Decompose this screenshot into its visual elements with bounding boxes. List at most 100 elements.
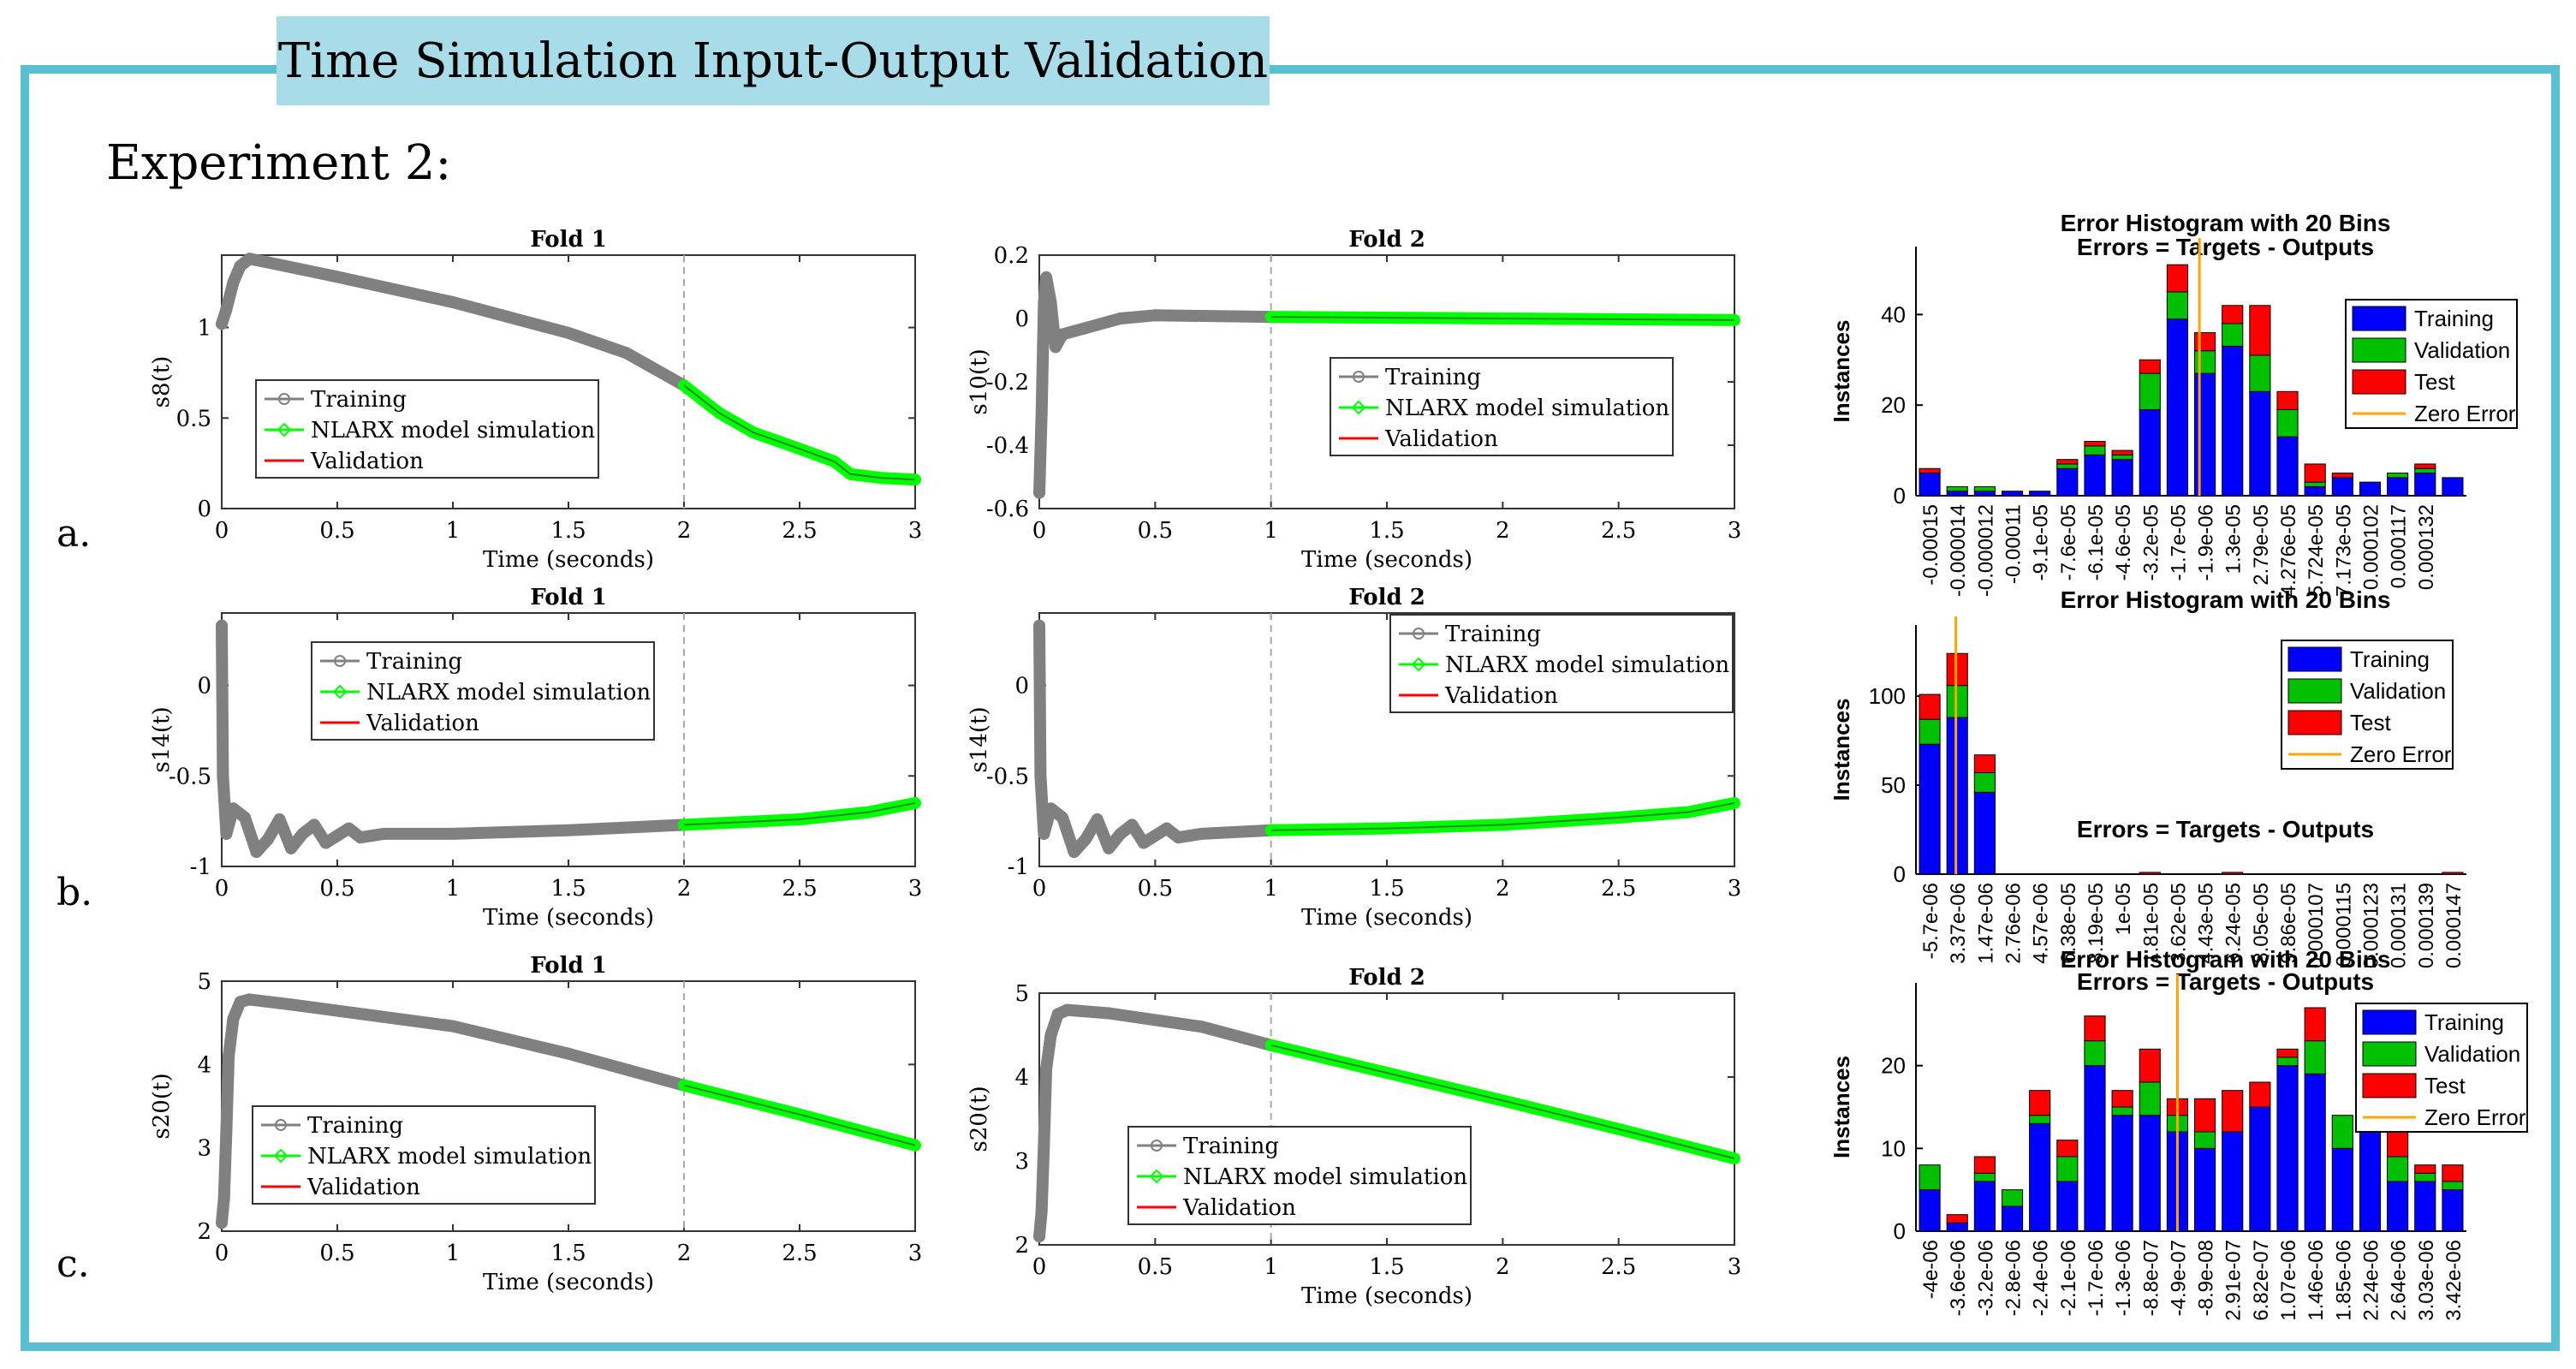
x-tick-label: 0 — [215, 518, 229, 544]
y-tick-label: 10 — [1881, 1135, 1906, 1161]
legend-swatch — [2362, 1073, 2417, 1098]
line-chart-b2: Fold 2 0 0.5 1 1.5 2 2.5 3 0 -0.5 -1 Time (seconds)… — [967, 585, 1741, 931]
x-tick-label: 2 — [677, 876, 692, 902]
x-tick-label: -0.00015 — [1919, 504, 1942, 586]
training-marker — [1044, 296, 1057, 309]
x-tick-label: 3 — [1728, 876, 1742, 902]
training-marker — [262, 833, 274, 846]
x-tick-label: 1 — [1264, 876, 1278, 902]
x-tick-label: 0.5 — [319, 1241, 354, 1266]
bar-training — [2387, 477, 2409, 497]
bar-validation — [2222, 323, 2244, 347]
x-tick-label: 0.000123 — [2359, 883, 2383, 968]
y-tick-label: 2 — [1014, 1233, 1029, 1259]
training-marker — [1149, 309, 1162, 322]
line-chart-a2: Fold 2 0 0.5 1 1.5 2 2.5 3 0.2 0 -0.2 -0.4 -0.6 Time … — [967, 227, 1741, 573]
bar-training — [2359, 481, 2382, 497]
bar-validation — [2166, 291, 2189, 320]
bar-training — [2056, 467, 2079, 497]
legend-box — [255, 379, 599, 479]
bar-training — [2304, 1073, 2326, 1232]
histogram-subtitle: Errors = Targets - Outputs — [2077, 816, 2374, 842]
y-tick-label: 0 — [1894, 1218, 1906, 1244]
x-tick-label: 2 — [1496, 518, 1510, 544]
bar-test — [2139, 1048, 2161, 1083]
y-tick-label: 0 — [197, 674, 211, 699]
training-marker — [1044, 1029, 1057, 1041]
bar-test — [2249, 1081, 2271, 1108]
bar-training — [2194, 1147, 2216, 1232]
bar-test — [1919, 467, 1941, 474]
training-marker — [239, 811, 251, 824]
x-tick-label: 0.000139 — [2415, 883, 2438, 968]
experiment-label: Experiment 2: — [106, 135, 452, 191]
training-marker — [331, 830, 343, 842]
x-tick-label: -8.9e-08 — [2195, 1240, 2218, 1316]
legend-swatch — [2352, 337, 2406, 363]
x-axis-label: Time (seconds) — [483, 905, 654, 931]
bar-training — [1946, 717, 1968, 875]
training-marker — [1068, 846, 1080, 859]
x-tick-label: 2.24e-06 — [2359, 1240, 2383, 1321]
training-marker — [342, 822, 355, 835]
bar-validation — [2387, 473, 2409, 479]
y-tick-label: 0.2 — [994, 243, 1029, 269]
bar-test — [2276, 390, 2299, 410]
training-marker — [378, 827, 390, 840]
training-series — [1033, 1003, 1277, 1243]
legend-marker — [273, 1148, 289, 1164]
x-axis-label: Time (seconds) — [1301, 547, 1472, 573]
x-tick-label: 1 — [446, 876, 461, 902]
training-marker — [1195, 1021, 1208, 1033]
x-tick-label: 3 — [1728, 518, 1742, 544]
training-marker — [1080, 833, 1092, 846]
training-marker — [296, 827, 309, 840]
x-tick-label: 1.46e-06 — [2305, 1240, 2328, 1321]
training-marker — [216, 1217, 228, 1229]
bar-training — [2442, 477, 2464, 497]
training-marker — [1103, 1007, 1115, 1020]
x-tick-label: 2 — [677, 1241, 692, 1266]
x-tick-label: 1.5 — [550, 518, 586, 544]
y-tick-label: 0 — [1894, 861, 1906, 887]
bar-test — [2304, 463, 2326, 483]
x-tick-label: 3.42e-06 — [2442, 1240, 2466, 1321]
x-tick-label: 1.5 — [1369, 876, 1404, 902]
training-marker — [308, 818, 320, 831]
x-tick-label: -2.4e-06 — [2030, 1240, 2053, 1316]
bar-test — [2139, 872, 2161, 875]
bar-training — [2029, 1122, 2051, 1232]
training-marker — [285, 998, 297, 1011]
x-axis-label: Time (seconds) — [1301, 905, 1472, 931]
bar-validation — [2111, 454, 2133, 461]
bar-training — [2276, 1065, 2299, 1232]
training-marker — [227, 802, 240, 815]
bar-training — [1919, 1189, 1941, 1232]
legend-label: Validation — [2414, 337, 2510, 363]
bar-test — [2249, 305, 2271, 356]
bar-training — [2249, 1106, 2271, 1232]
bar-training — [2222, 345, 2244, 497]
row-label-b: b. — [57, 871, 93, 914]
x-tick-label: 0.5 — [319, 876, 354, 902]
x-tick-label: -0.000014 — [1947, 504, 1970, 597]
training-marker — [1035, 408, 1048, 420]
bar-validation — [2276, 1057, 2299, 1067]
x-tick-label: -3.6e-06 — [1947, 1240, 1970, 1316]
y-tick-label: 5 — [1014, 981, 1029, 1007]
x-tick-label: 7.173e-05 — [2332, 504, 2355, 597]
bar-validation — [2139, 1081, 2161, 1116]
bar-test — [1973, 1156, 1996, 1174]
y-tick-label: 4 — [197, 1052, 211, 1078]
validation-series — [683, 1084, 916, 1146]
x-axis-label: Time (seconds) — [483, 547, 654, 573]
x-tick-label: 4.43e-05 — [2195, 883, 2218, 964]
x-tick-label: 4.57e-06 — [2030, 883, 2053, 964]
bar-test — [2222, 1090, 2244, 1133]
x-tick-label: 3.37e-06 — [1947, 883, 1970, 964]
x-tick-label: 2.64e-06 — [2388, 1240, 2411, 1321]
training-marker — [1044, 802, 1057, 815]
legend-box — [1330, 357, 1674, 456]
bar-training — [2139, 408, 2161, 497]
